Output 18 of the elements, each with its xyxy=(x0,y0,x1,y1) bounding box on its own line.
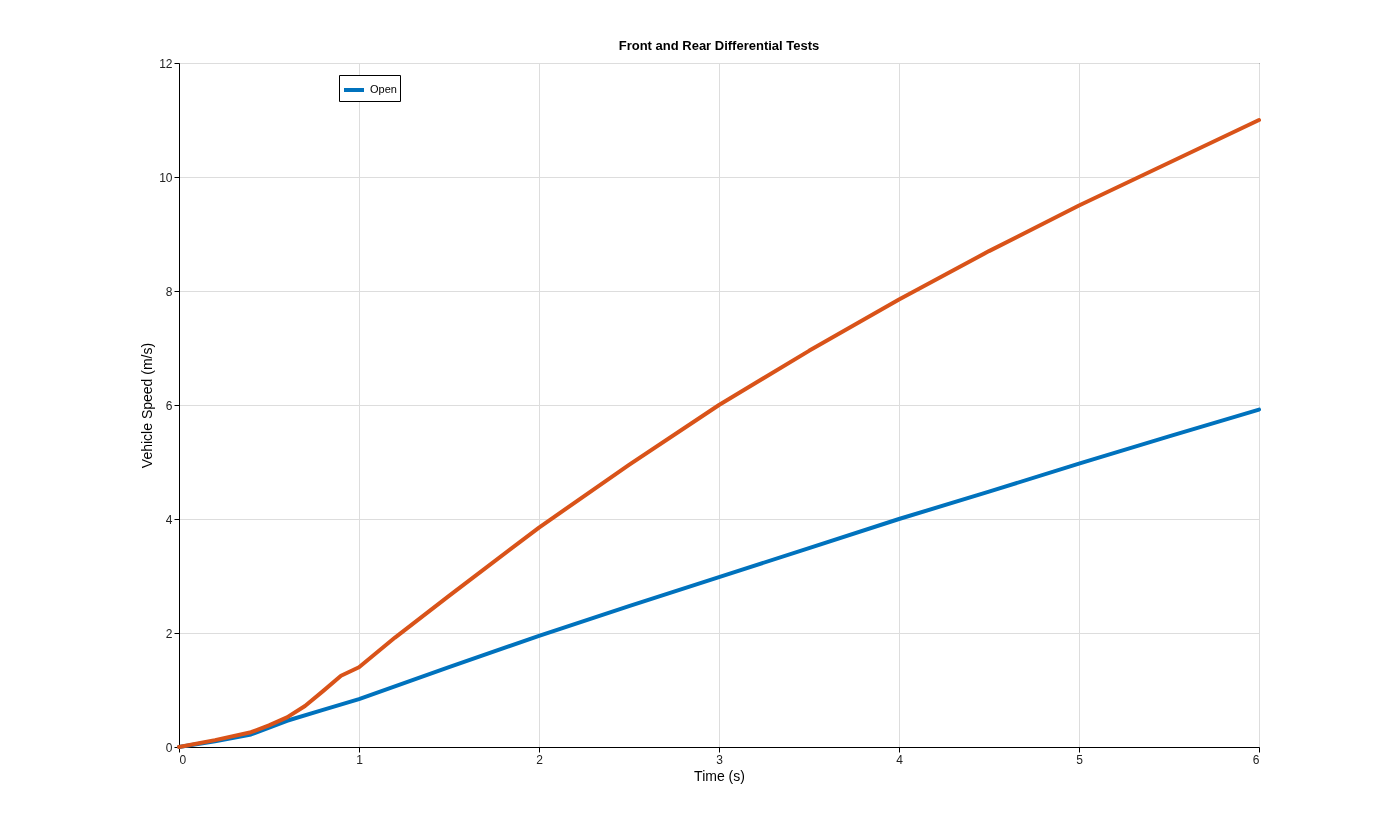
x-tick-label: 0 xyxy=(179,752,187,767)
x-tick-label: 4 xyxy=(896,752,904,767)
x-tick-label: 5 xyxy=(1076,752,1084,767)
x-tick-label: 1 xyxy=(356,752,364,767)
legend-label: Open xyxy=(370,83,397,95)
y-tick-label: 8 xyxy=(165,284,173,299)
y-tick-label: 12 xyxy=(159,56,173,71)
x-tick-label: 6 xyxy=(1252,752,1260,767)
y-tick-label: 10 xyxy=(159,170,173,185)
x-tick-label: 3 xyxy=(716,752,724,767)
y-tick-label: 6 xyxy=(165,398,173,413)
chart-title: Front and Rear Differential Tests xyxy=(618,38,820,53)
y-tick-label: 4 xyxy=(165,512,173,527)
y-tick-label: 0 xyxy=(165,740,173,755)
x-axis-title: Time (s) xyxy=(694,767,745,784)
y-tick-label: 2 xyxy=(165,626,173,641)
y-axis-title: Vehicle Speed (m/s) xyxy=(139,342,156,469)
x-tick-label: 2 xyxy=(536,752,544,767)
